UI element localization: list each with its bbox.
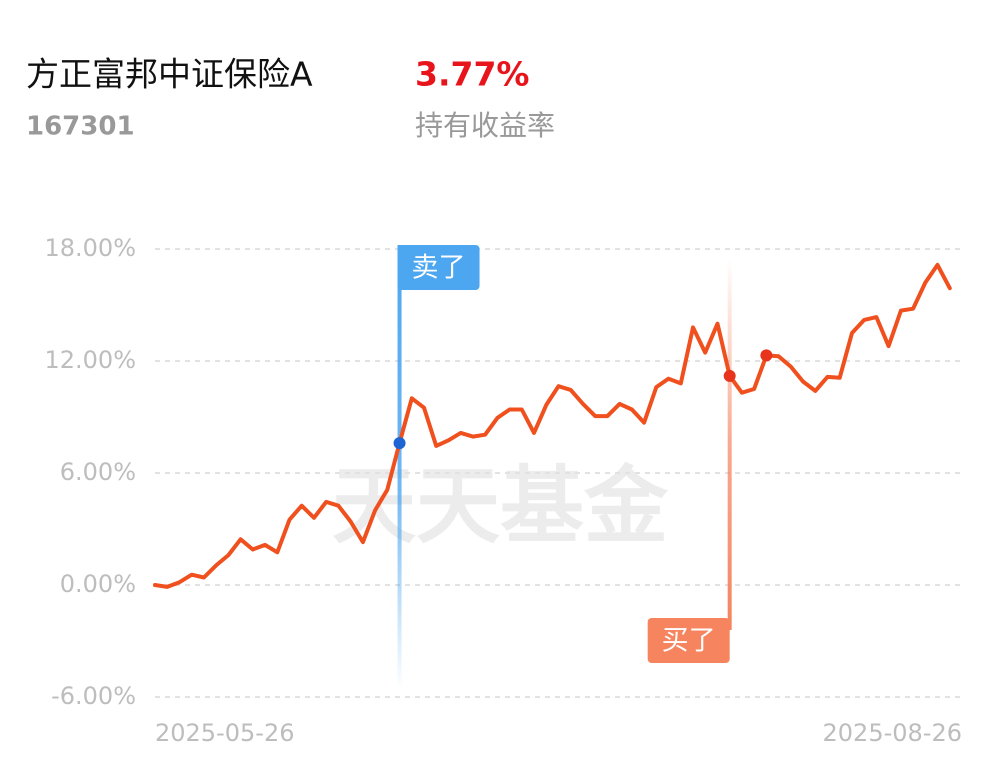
watermark: 天天基金 [332,457,669,555]
annotation-text: 卖了 [412,253,466,284]
y-tick-label: 18.00% [44,234,136,262]
x-tick-label: 2025-05-26 [155,719,294,747]
annotation-line [727,258,732,630]
annotation-box [647,618,730,663]
y-tick-label: 6.00% [60,458,136,486]
annotation-point [393,437,406,450]
highlight-point [760,349,773,362]
fund-return: 3.77% [415,55,530,94]
fund-title: 方正富邦中证保险A [26,55,313,94]
annotation-line [397,245,402,690]
annotation-text: 买了 [662,626,716,657]
x-tick-label: 2025-08-26 [823,719,962,747]
y-tick-label: 0.00% [60,570,136,598]
fund-code: 167301 [26,112,135,142]
y-tick-label: -6.00% [51,682,136,710]
annotation-box [397,245,480,290]
series-line [153,262,952,589]
return-label: 持有收益率 [415,109,555,142]
y-tick-label: 12.00% [44,346,136,374]
annotation-point [723,369,736,382]
